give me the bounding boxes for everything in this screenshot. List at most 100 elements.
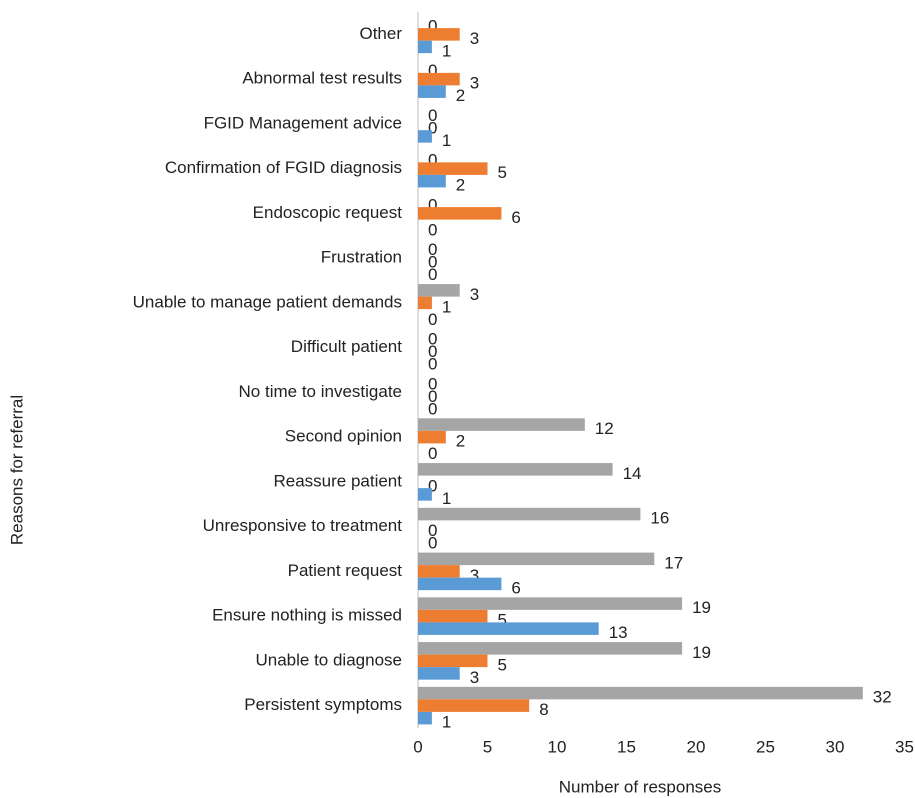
data-label: 3 [470, 668, 479, 687]
data-label: 2 [456, 86, 465, 105]
bar [418, 162, 488, 175]
bar [418, 686, 863, 700]
data-label: 6 [511, 208, 520, 227]
y-tick-label: Abnormal test results [242, 69, 402, 88]
y-tick-label: Other [359, 24, 402, 43]
y-tick-label: Confirmation of FGID diagnosis [165, 158, 402, 177]
bar [418, 85, 446, 98]
y-tick-label: FGID Management advice [204, 113, 402, 132]
data-label: 12 [595, 419, 614, 438]
bar [418, 296, 432, 310]
bar [418, 711, 432, 725]
data-label: 0 [428, 240, 437, 259]
y-tick-label: Persistent symptoms [244, 695, 402, 714]
data-label: 0 [428, 265, 437, 284]
data-label: 8 [539, 700, 548, 719]
y-tick-label: Patient request [288, 561, 403, 580]
data-label: 0 [428, 342, 437, 361]
bar [418, 609, 488, 623]
data-label: 3 [470, 74, 479, 93]
x-tick-label: 10 [548, 737, 567, 756]
data-label: 19 [692, 598, 711, 617]
y-tick-label: Unable to diagnose [255, 650, 402, 669]
data-label: 0 [428, 106, 437, 125]
bar [418, 699, 530, 712]
data-label: 0 [428, 220, 437, 239]
data-label: 2 [456, 432, 465, 451]
x-tick-label: 30 [826, 737, 845, 756]
data-label: 1 [442, 41, 451, 60]
data-label: 0 [428, 534, 437, 553]
bar [418, 654, 488, 668]
data-label: 2 [456, 176, 465, 195]
data-label: 3 [470, 285, 479, 304]
bar [418, 418, 585, 431]
data-label: 5 [498, 163, 507, 182]
data-label: 32 [873, 688, 892, 707]
data-label: 0 [428, 521, 437, 540]
data-label: 1 [442, 713, 451, 732]
y-tick-label: Endoscopic request [253, 203, 403, 222]
data-label: 0 [428, 151, 437, 170]
bar [418, 284, 460, 297]
data-label: 6 [511, 578, 520, 597]
data-label: 1 [442, 489, 451, 508]
bar [418, 130, 432, 143]
bar [418, 207, 502, 220]
bar [418, 565, 460, 578]
x-tick-label: 35 [895, 737, 914, 756]
bar [418, 72, 460, 86]
bar [418, 174, 446, 188]
data-label: 0 [428, 253, 437, 272]
y-tick-label: Unable to manage patient demands [133, 292, 402, 311]
data-label: 0 [428, 330, 437, 349]
data-label: 0 [428, 374, 437, 393]
data-label: 0 [428, 387, 437, 406]
x-tick-label: 0 [413, 737, 422, 756]
bar [418, 667, 460, 680]
data-label: 0 [428, 355, 437, 374]
data-label: 3 [470, 29, 479, 48]
data-label: 0 [428, 444, 437, 463]
bar [418, 622, 599, 635]
x-axis-label: Number of responses [559, 777, 722, 796]
data-label: 3 [470, 566, 479, 585]
bar [418, 488, 432, 501]
data-label: 17 [664, 553, 683, 572]
y-tick-label: Frustration [321, 248, 402, 267]
data-label: 13 [609, 623, 628, 642]
data-label: 0 [428, 118, 437, 137]
data-label: 0 [428, 476, 437, 495]
x-tick-label: 20 [687, 737, 706, 756]
data-label: 5 [498, 655, 507, 674]
x-tick-label: 25 [756, 737, 775, 756]
bar [418, 28, 460, 41]
bar [418, 507, 641, 521]
bar [418, 40, 432, 54]
y-axis-label: Reasons for referral [7, 395, 26, 545]
data-label: 14 [623, 464, 642, 483]
data-label: 0 [428, 16, 437, 35]
y-tick-label: Unresponsive to treatment [203, 516, 403, 535]
bar [418, 642, 683, 655]
bar [418, 597, 683, 610]
y-tick-label: Difficult patient [291, 337, 402, 356]
bar [418, 463, 613, 476]
data-label: 1 [442, 131, 451, 150]
y-tick-label: No time to investigate [239, 382, 402, 401]
y-tick-label: Ensure nothing is missed [212, 606, 402, 625]
bar [418, 577, 502, 591]
y-tick-label: Second opinion [285, 427, 402, 446]
data-label: 0 [428, 61, 437, 80]
x-tick-label: 15 [617, 737, 636, 756]
data-label: 1 [442, 297, 451, 316]
data-label: 19 [692, 643, 711, 662]
x-tick-label: 5 [483, 737, 492, 756]
data-label: 0 [428, 310, 437, 329]
data-label: 0 [428, 195, 437, 214]
data-label: 0 [428, 399, 437, 418]
bar [418, 552, 655, 566]
data-label: 16 [650, 509, 669, 528]
y-tick-label: Reassure patient [273, 471, 402, 490]
